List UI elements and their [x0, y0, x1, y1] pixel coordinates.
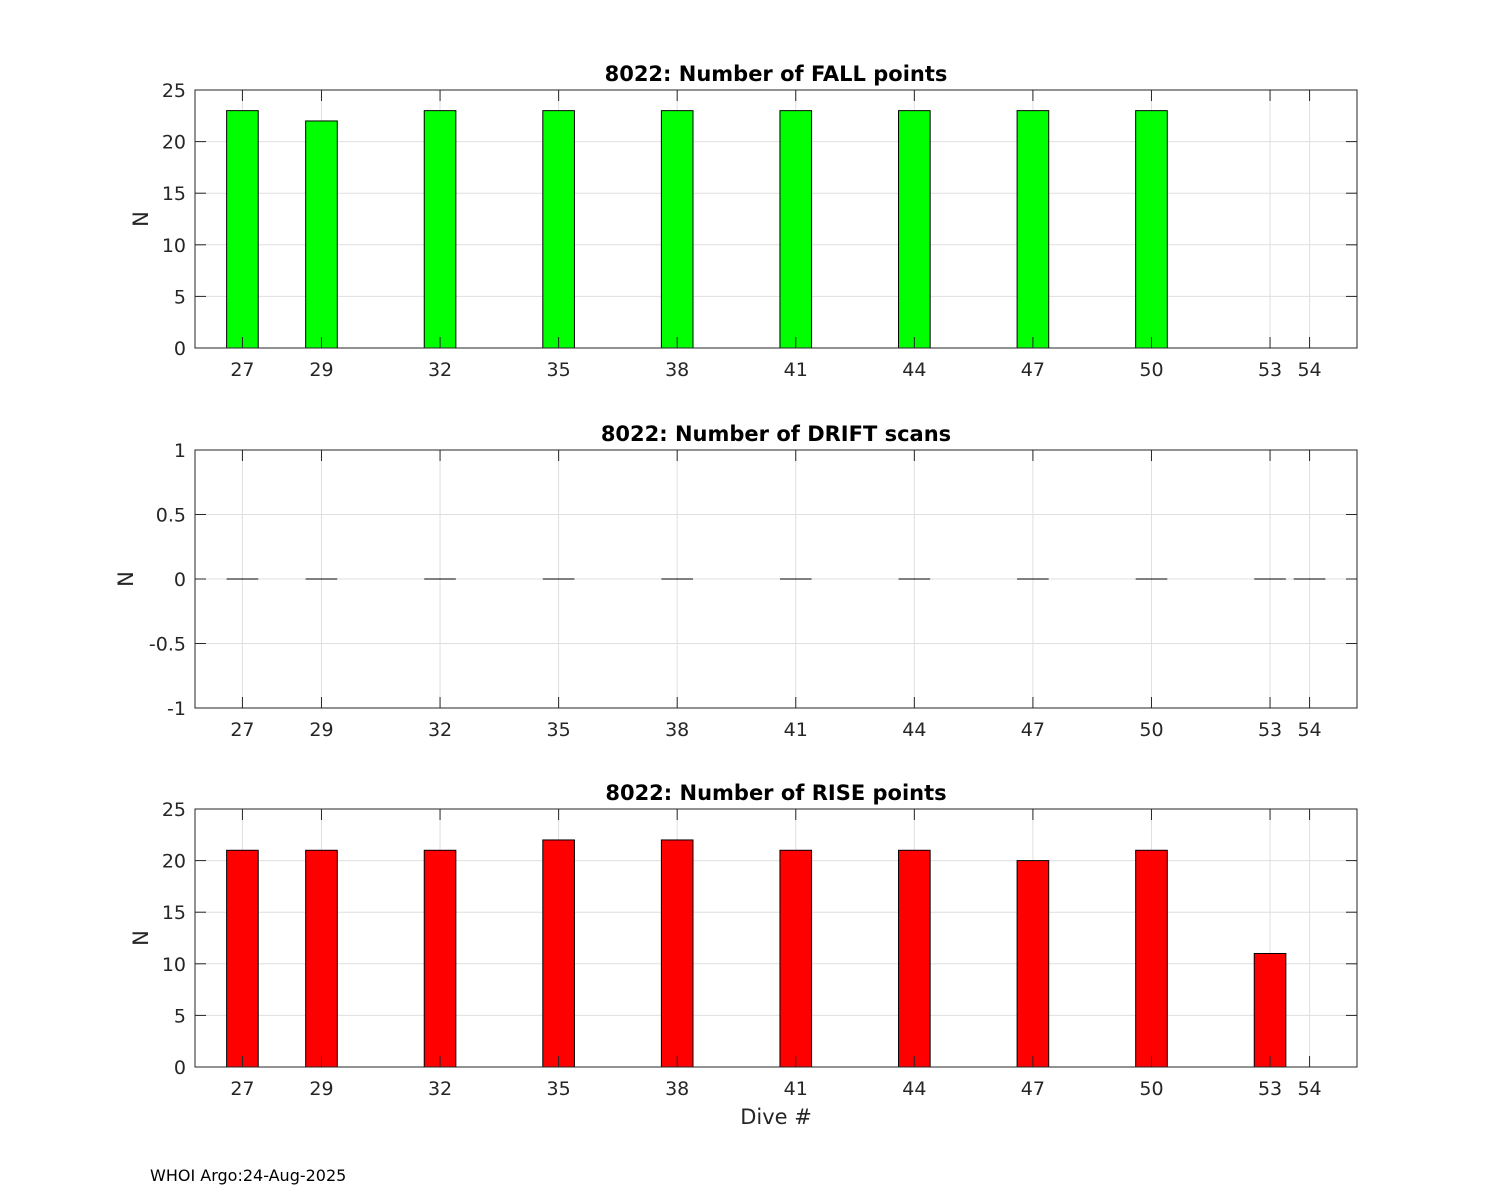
bar [226, 110, 259, 349]
plot-area [195, 90, 1357, 348]
y-tick-label: 15 [162, 902, 186, 924]
x-tick-label: 47 [1021, 719, 1045, 741]
bar [898, 110, 931, 349]
y-axis-label: N [129, 930, 153, 946]
chart-title: 8022: Number of DRIFT scans [601, 422, 951, 446]
bar [423, 849, 457, 1068]
chart-panel-3: 27 29 32 35 38 41 44 47 50 53 54 0 5 10 15 20 25 N Dive # 8… [129, 781, 1358, 1129]
bar [779, 849, 813, 1068]
y-tick-label: -0.5 [149, 634, 186, 656]
bar [542, 110, 575, 349]
y-axis-label: N [129, 211, 153, 227]
y-tick-label: 0 [174, 569, 186, 591]
bar [305, 849, 338, 1068]
x-tick-label: 32 [428, 1078, 452, 1100]
y-tick-label: 0 [174, 1057, 186, 1079]
bar [305, 120, 338, 349]
y-tick-label: 25 [162, 799, 186, 821]
x-tick-label: 38 [665, 1078, 689, 1100]
x-tick-label: 53 [1258, 359, 1282, 381]
y-tick-label: 5 [174, 286, 186, 308]
y-tick-label: 20 [162, 132, 186, 154]
bar [779, 110, 813, 349]
x-tick-label: 38 [665, 719, 689, 741]
bar [423, 110, 457, 349]
x-tick-label: 29 [309, 359, 333, 381]
y-tick-label: 5 [174, 1005, 186, 1027]
bar [660, 839, 694, 1068]
x-tick-label: 35 [547, 719, 571, 741]
x-tick-label: 41 [784, 719, 808, 741]
x-tick-label: 47 [1021, 359, 1045, 381]
x-tick-label: 29 [309, 719, 333, 741]
y-tick-label: 10 [162, 954, 186, 976]
x-tick-label: 27 [230, 1078, 254, 1100]
y-tick-label: 0.5 [156, 505, 186, 527]
x-tick-label: 27 [230, 719, 254, 741]
bar [1135, 849, 1168, 1068]
y-tick-label: 15 [162, 183, 186, 205]
bar [898, 849, 931, 1068]
footer-timestamp: WHOI Argo:24-Aug-2025 [150, 1166, 347, 1185]
x-tick-label: 41 [784, 1078, 808, 1100]
x-tick-label: 54 [1297, 1078, 1321, 1100]
x-tick-label: 35 [547, 1078, 571, 1100]
x-tick-label: 53 [1258, 719, 1282, 741]
bar [1016, 860, 1050, 1068]
x-tick-label: 44 [902, 1078, 926, 1100]
x-tick-label: 44 [902, 359, 926, 381]
x-tick-label: 44 [902, 719, 926, 741]
chart-title: 8022: Number of RISE points [605, 781, 946, 805]
y-tick-label: 20 [162, 851, 186, 873]
x-tick-label: 54 [1297, 359, 1321, 381]
y-tick-label: 0 [174, 338, 186, 360]
axes-box [194, 89, 1358, 349]
x-tick-label: 50 [1139, 359, 1163, 381]
y-axis-label: N [114, 571, 138, 587]
x-tick-label: 27 [230, 359, 254, 381]
bar [1016, 110, 1050, 349]
x-tick-label: 53 [1258, 1078, 1282, 1100]
x-tick-label: 32 [428, 359, 452, 381]
axes-box [194, 808, 1358, 1068]
bar [1135, 110, 1168, 349]
bar [1253, 952, 1287, 1068]
plot-area [195, 809, 1357, 1067]
bar [226, 849, 259, 1068]
x-tick-label: 38 [665, 359, 689, 381]
bar [660, 110, 694, 349]
x-tick-label: 47 [1021, 1078, 1045, 1100]
chart-panel-2: 27 29 32 35 38 41 44 47 50 53 54 -1 -0.5 0 0.5 1 N 8022: … [114, 422, 1358, 741]
y-tick-label: 25 [162, 80, 186, 102]
x-tick-label: 50 [1139, 719, 1163, 741]
chart-panel-1: 27 29 32 35 38 41 44 47 50 53 54 0 5 10 15 20 25 N 8022: N… [129, 62, 1358, 381]
y-tick-label: 1 [174, 440, 186, 462]
x-tick-label: 41 [784, 359, 808, 381]
y-tick-label: -1 [167, 698, 186, 720]
x-axis-label: Dive # [740, 1105, 812, 1129]
x-tick-label: 35 [547, 359, 571, 381]
x-tick-label: 50 [1139, 1078, 1163, 1100]
x-tick-label: 54 [1297, 719, 1321, 741]
x-tick-label: 29 [309, 1078, 333, 1100]
bar [542, 839, 575, 1068]
chart-title: 8022: Number of FALL points [605, 62, 948, 86]
x-tick-label: 32 [428, 719, 452, 741]
y-tick-label: 10 [162, 235, 186, 257]
